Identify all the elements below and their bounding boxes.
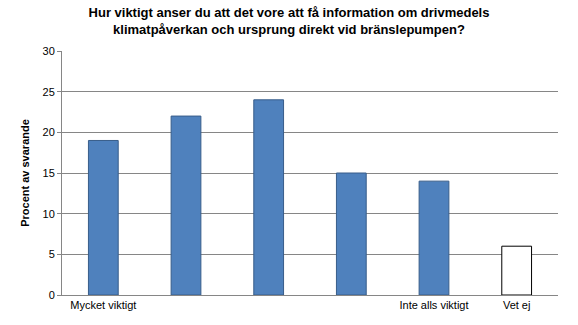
svg-text:30: 30 [43,45,55,57]
svg-text:5: 5 [49,248,55,260]
svg-text:Vet ej: Vet ej [503,299,531,311]
svg-text:Mycket viktigt: Mycket viktigt [70,299,136,311]
svg-text:15: 15 [43,167,55,179]
svg-text:Procent av svarande: Procent av svarande [19,119,31,227]
svg-text:Hur viktigt anser du att det v: Hur viktigt anser du att det vore att få… [89,5,490,37]
svg-text:25: 25 [43,86,55,98]
svg-text:10: 10 [43,208,55,220]
svg-text:20: 20 [43,126,55,138]
svg-text:0: 0 [49,289,55,301]
svg-text:Inte alls viktigt: Inte alls viktigt [399,299,468,311]
